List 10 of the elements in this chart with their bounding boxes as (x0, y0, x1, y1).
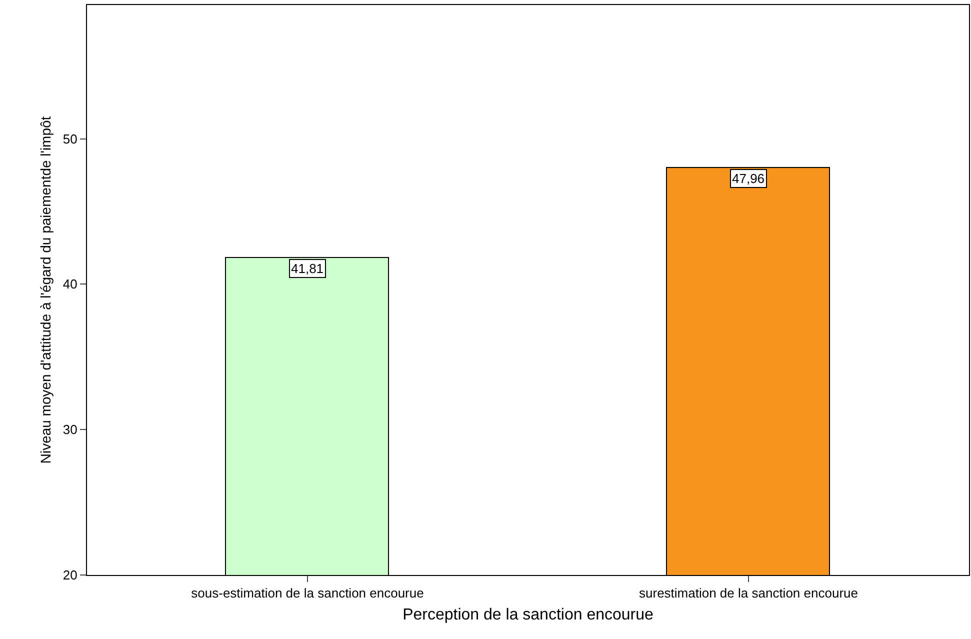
y-tick-label: 20 (62, 568, 78, 583)
y-tick-label: 40 (62, 276, 78, 292)
x-tick-label: sous-estimation de la sanction encourue (191, 586, 424, 601)
y-axis-title: Niveau moyen d'attitude à l'égard du paiementde l'impôt (38, 116, 54, 464)
x-tick-label: surestimation de la sanction encourue (639, 586, 858, 601)
y-tick-label: 50 (62, 131, 78, 146)
data-label: 41,81 (291, 261, 324, 276)
y-tick-label: 30 (62, 422, 78, 438)
x-axis-title: Perception de la sanction encourue (402, 606, 654, 624)
data-label: 47,96 (732, 171, 765, 186)
